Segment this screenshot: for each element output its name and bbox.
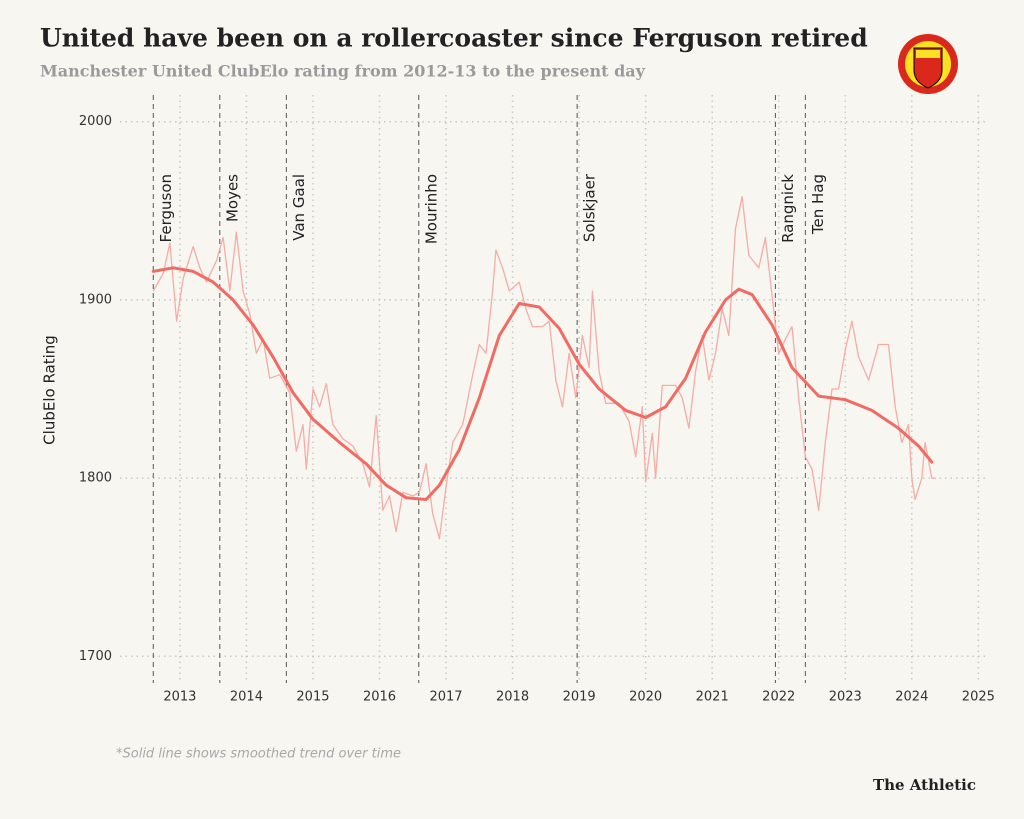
y-tick-label: 1900	[79, 292, 112, 307]
manager-label: Ten Hag	[809, 174, 827, 235]
x-tick-label: 2023	[829, 690, 862, 705]
x-tick-label: 2016	[363, 690, 396, 705]
y-tick-label: 2000	[79, 114, 112, 129]
x-tick-label: 2018	[496, 690, 529, 705]
y-axis-label: ClubElo Rating	[41, 335, 59, 445]
manager-label: Van Gaal	[290, 174, 308, 241]
manager-label: Ferguson	[157, 174, 175, 242]
x-tick-label: 2013	[163, 690, 196, 705]
x-tick-label: 2024	[895, 690, 928, 705]
club-crest	[898, 34, 958, 94]
x-tick-label: 2025	[962, 690, 995, 705]
brand: The Athletic	[873, 776, 976, 794]
series-line	[152, 195, 936, 540]
x-tick-label: 2020	[629, 690, 662, 705]
manager-label: Mourinho	[422, 174, 440, 244]
manager-label: Solskjaer	[581, 173, 599, 242]
y-tick-label: 1800	[79, 471, 112, 486]
footnote: *Solid line shows smoothed trend over ti…	[116, 747, 401, 762]
x-tick-label: 2022	[762, 690, 795, 705]
manager-label: Rangnick	[779, 174, 797, 243]
x-tick-label: 2017	[429, 690, 462, 705]
chart-title: United have been on a rollercoaster sinc…	[40, 24, 868, 53]
chart-subtitle: Manchester United ClubElo rating from 20…	[40, 62, 646, 81]
y-tick-label: 1700	[79, 649, 112, 664]
manager-label: Moyes	[223, 174, 241, 222]
x-tick-label: 2021	[696, 690, 729, 705]
x-tick-label: 2019	[563, 690, 596, 705]
x-tick-label: 2015	[296, 690, 329, 705]
x-tick-label: 2014	[230, 690, 263, 705]
series-line	[151, 266, 934, 501]
